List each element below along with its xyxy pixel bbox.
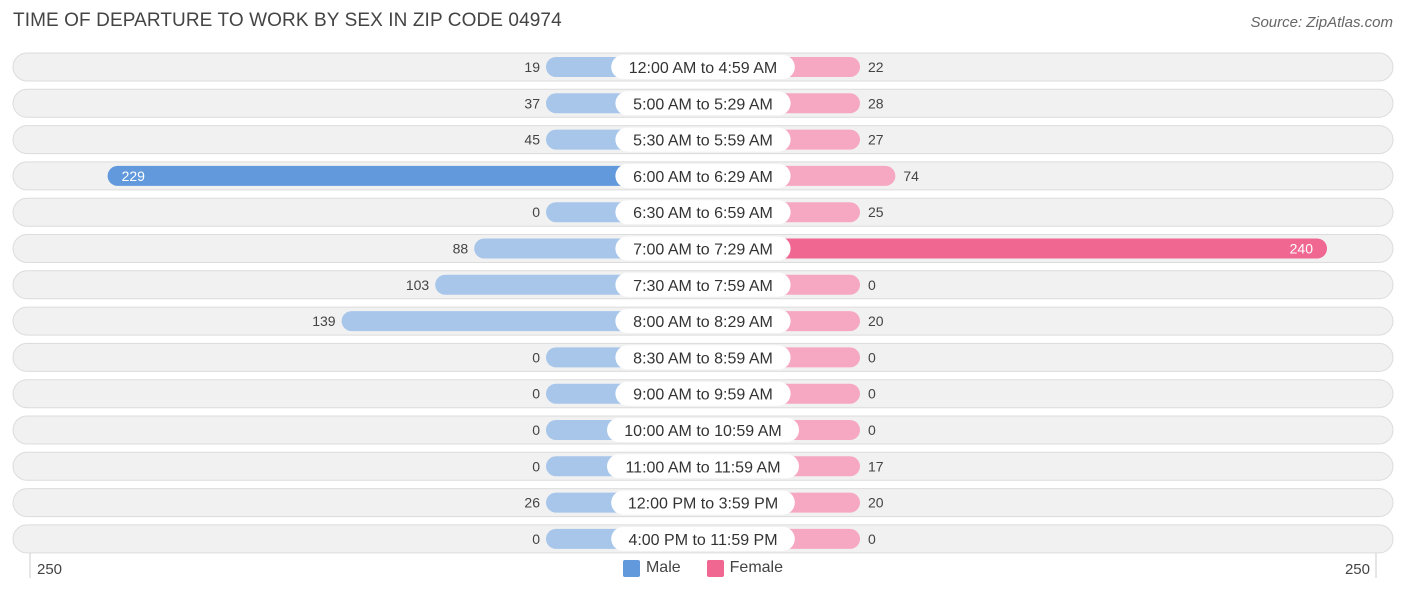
male-value-label: 103 bbox=[406, 277, 430, 293]
source-label: Source: ZipAtlas.com bbox=[1250, 14, 1393, 31]
female-value-label: 17 bbox=[868, 458, 884, 474]
category-pill bbox=[615, 91, 791, 116]
category-pill bbox=[615, 309, 791, 334]
male-value-label: 0 bbox=[532, 422, 540, 438]
category-pill bbox=[615, 381, 791, 406]
chart-title: TIME OF DEPARTURE TO WORK BY SEX IN ZIP … bbox=[13, 10, 562, 31]
category-pill bbox=[615, 236, 791, 261]
female-value-label: 20 bbox=[868, 313, 884, 329]
female-value-label: 74 bbox=[903, 168, 919, 184]
female-value-label: 0 bbox=[868, 422, 876, 438]
category-pill bbox=[615, 163, 791, 188]
category-label: 10:00 AM to 10:59 AM bbox=[624, 423, 781, 440]
legend-item-male[interactable]: Male bbox=[622, 559, 681, 577]
male-bar bbox=[107, 165, 714, 186]
category-label: 8:30 AM to 8:59 AM bbox=[633, 350, 773, 367]
category-pill bbox=[607, 454, 799, 479]
female-value-label: 0 bbox=[868, 531, 876, 547]
category-pill bbox=[615, 200, 791, 225]
legend-male-label: Male bbox=[645, 559, 681, 576]
category-label: 6:30 AM to 6:59 AM bbox=[633, 205, 773, 222]
category-label: 12:00 PM to 3:59 PM bbox=[628, 496, 778, 513]
male-swatch bbox=[622, 559, 640, 577]
male-value-label: 0 bbox=[532, 386, 540, 402]
female-value-label: 28 bbox=[868, 95, 884, 111]
male-value-label: 45 bbox=[524, 132, 540, 148]
male-value-label: 229 bbox=[122, 168, 146, 184]
category-label: 7:00 AM to 7:29 AM bbox=[633, 242, 773, 259]
category-label: 5:00 AM to 5:29 AM bbox=[633, 96, 773, 113]
category-pill bbox=[615, 345, 791, 370]
axis-left-label: 250 bbox=[37, 561, 63, 578]
category-pill bbox=[607, 418, 799, 442]
female-value-label: 0 bbox=[868, 386, 876, 402]
male-value-label: 88 bbox=[453, 241, 469, 257]
category-label: 6:00 AM to 6:29 AM bbox=[633, 169, 773, 186]
male-value-label: 0 bbox=[532, 204, 540, 220]
category-label: 7:30 AM to 7:59 AM bbox=[633, 278, 773, 295]
category-pill bbox=[611, 55, 795, 79]
male-value-label: 139 bbox=[312, 313, 336, 329]
female-value-label: 25 bbox=[868, 204, 884, 220]
legend-female-label: Female bbox=[729, 559, 784, 576]
female-value-label: 240 bbox=[1290, 241, 1314, 257]
category-label: 4:00 PM to 11:59 PM bbox=[628, 532, 777, 549]
category-label: 5:30 AM to 5:59 AM bbox=[633, 133, 773, 150]
male-value-label: 0 bbox=[532, 458, 540, 474]
male-value-label: 26 bbox=[524, 495, 540, 511]
category-label: 12:00 AM to 4:59 AM bbox=[629, 60, 778, 77]
female-value-label: 0 bbox=[868, 277, 876, 293]
male-value-label: 37 bbox=[524, 95, 540, 111]
female-value-label: 0 bbox=[868, 349, 876, 365]
female-value-label: 20 bbox=[868, 495, 884, 511]
category-pill bbox=[615, 272, 791, 297]
category-label: 9:00 AM to 9:59 AM bbox=[633, 387, 773, 404]
female-value-label: 27 bbox=[868, 132, 884, 148]
legend-item-female[interactable]: Female bbox=[706, 559, 784, 577]
male-value-label: 0 bbox=[532, 349, 540, 365]
category-pill bbox=[611, 526, 795, 551]
legend: Male Female bbox=[0, 559, 1406, 577]
category-pill bbox=[611, 490, 795, 515]
female-value-label: 22 bbox=[868, 59, 884, 75]
category-label: 8:00 AM to 8:29 AM bbox=[633, 314, 773, 331]
female-bar bbox=[693, 238, 1327, 259]
category-label: 11:00 AM to 11:59 AM bbox=[625, 459, 780, 476]
male-value-label: 19 bbox=[524, 59, 540, 75]
female-swatch bbox=[706, 559, 724, 577]
axis-right-label: 250 bbox=[1344, 561, 1370, 578]
category-pill bbox=[615, 127, 791, 152]
male-value-label: 0 bbox=[532, 531, 540, 547]
